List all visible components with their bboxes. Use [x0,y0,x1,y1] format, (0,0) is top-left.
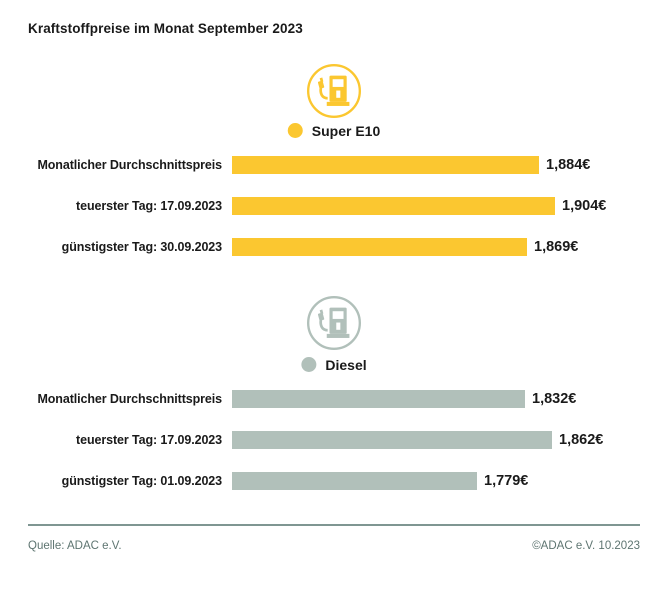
footer-divider [28,524,640,526]
bar-row: günstigster Tag: 30.09.2023 1,869€ [0,238,668,256]
bar-row: Monatlicher Durchschnittspreis 1,832€ [0,390,668,408]
bar-category-label: teuerster Tag: 17.09.2023 [76,199,222,213]
bar-category-label: teuerster Tag: 17.09.2023 [76,433,222,447]
bar-value-label: 1,904€ [562,198,607,214]
bar-value-label: 1,832€ [532,391,577,407]
bar-row: teuerster Tag: 17.09.2023 1,904€ [0,197,668,215]
bar [232,431,552,449]
chart-title: Kraftstoffpreise im Monat September 2023 [28,21,303,36]
copyright-notice: ©ADAC e.V. 10.2023 [532,540,640,552]
bar-group-diesel: Monatlicher Durchschnittspreis 1,832€ teue… [0,390,668,513]
bar-category-label: günstigster Tag: 30.09.2023 [61,240,222,254]
legend-dot-icon [287,123,303,138]
fuel-pump-icon [305,294,363,352]
fuel-pump-icon [305,62,363,120]
bar [232,238,527,256]
bar-value-label: 1,884€ [546,157,591,173]
legend-dot-icon [301,357,317,372]
bar [232,472,477,490]
bar [232,390,525,408]
footer: Quelle: ADAC e.V. ©ADAC e.V. 10.2023 [28,540,640,552]
legend-super-e10: Super E10 [287,122,381,139]
legend-diesel: Diesel [301,356,367,373]
bar-value-label: 1,862€ [559,432,604,448]
source-credit: Quelle: ADAC e.V. [28,540,122,552]
legend-label: Diesel [325,356,367,373]
bar-row: günstigster Tag: 01.09.2023 1,779€ [0,472,668,490]
bar-category-label: günstigster Tag: 01.09.2023 [61,474,222,488]
legend-label: Super E10 [311,122,381,139]
bar-row: teuerster Tag: 17.09.2023 1,862€ [0,431,668,449]
bar-value-label: 1,869€ [534,239,579,255]
bar-value-label: 1,779€ [484,473,529,489]
bar [232,197,555,215]
bar-category-label: Monatlicher Durchschnittspreis [37,158,222,172]
bar-category-label: Monatlicher Durchschnittspreis [37,392,222,406]
bar [232,156,539,174]
bar-group-super-e10: Monatlicher Durchschnittspreis 1,884€ teue… [0,156,668,279]
bar-row: Monatlicher Durchschnittspreis 1,884€ [0,156,668,174]
